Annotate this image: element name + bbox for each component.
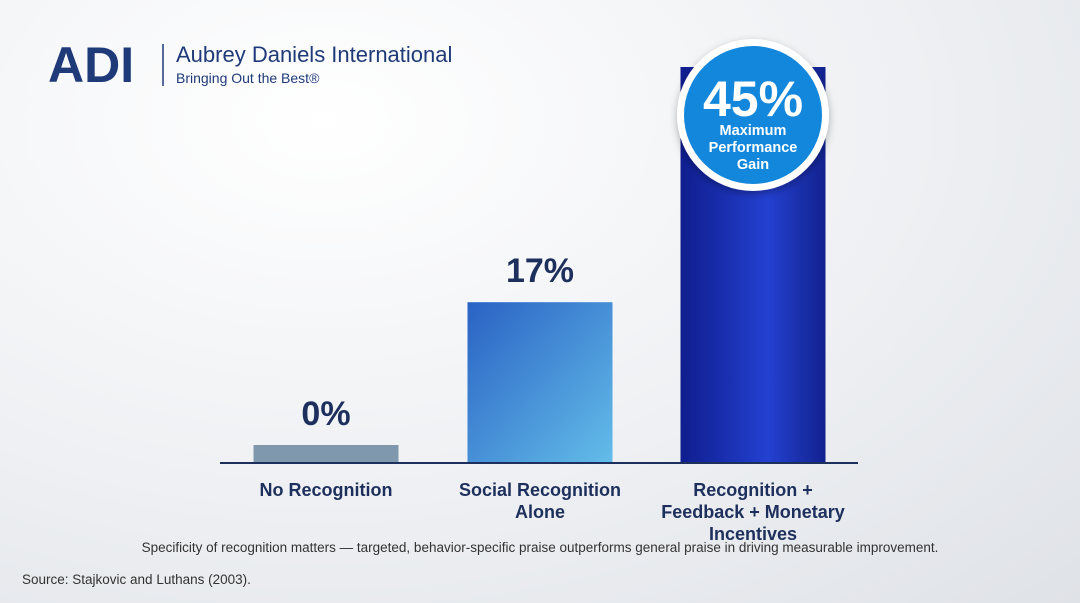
- caption: Specificity of recognition matters — tar…: [141, 540, 939, 555]
- annotation: Maximum Performance Gain: [708, 123, 798, 173]
- value-label: 0%: [301, 395, 351, 433]
- category-label: No Recognition: [259, 480, 393, 500]
- brand-name: Aubrey Daniels International: [176, 42, 452, 67]
- source: Source: Stajkovic and Luthans (2003).: [22, 572, 251, 587]
- value-label: 45%: [702, 71, 804, 127]
- category-label: Recognition + Feedback + Monetary Incent…: [661, 480, 845, 544]
- bar: [253, 445, 399, 463]
- value-label: 17%: [505, 252, 575, 291]
- category-label: Social Recognition Alone: [458, 480, 622, 522]
- brand-mark: ADI: [48, 37, 134, 93]
- bar: [467, 302, 613, 463]
- highlight-badge-inner: [684, 46, 822, 184]
- brand-tagline: Bringing Out the Best®: [176, 70, 320, 86]
